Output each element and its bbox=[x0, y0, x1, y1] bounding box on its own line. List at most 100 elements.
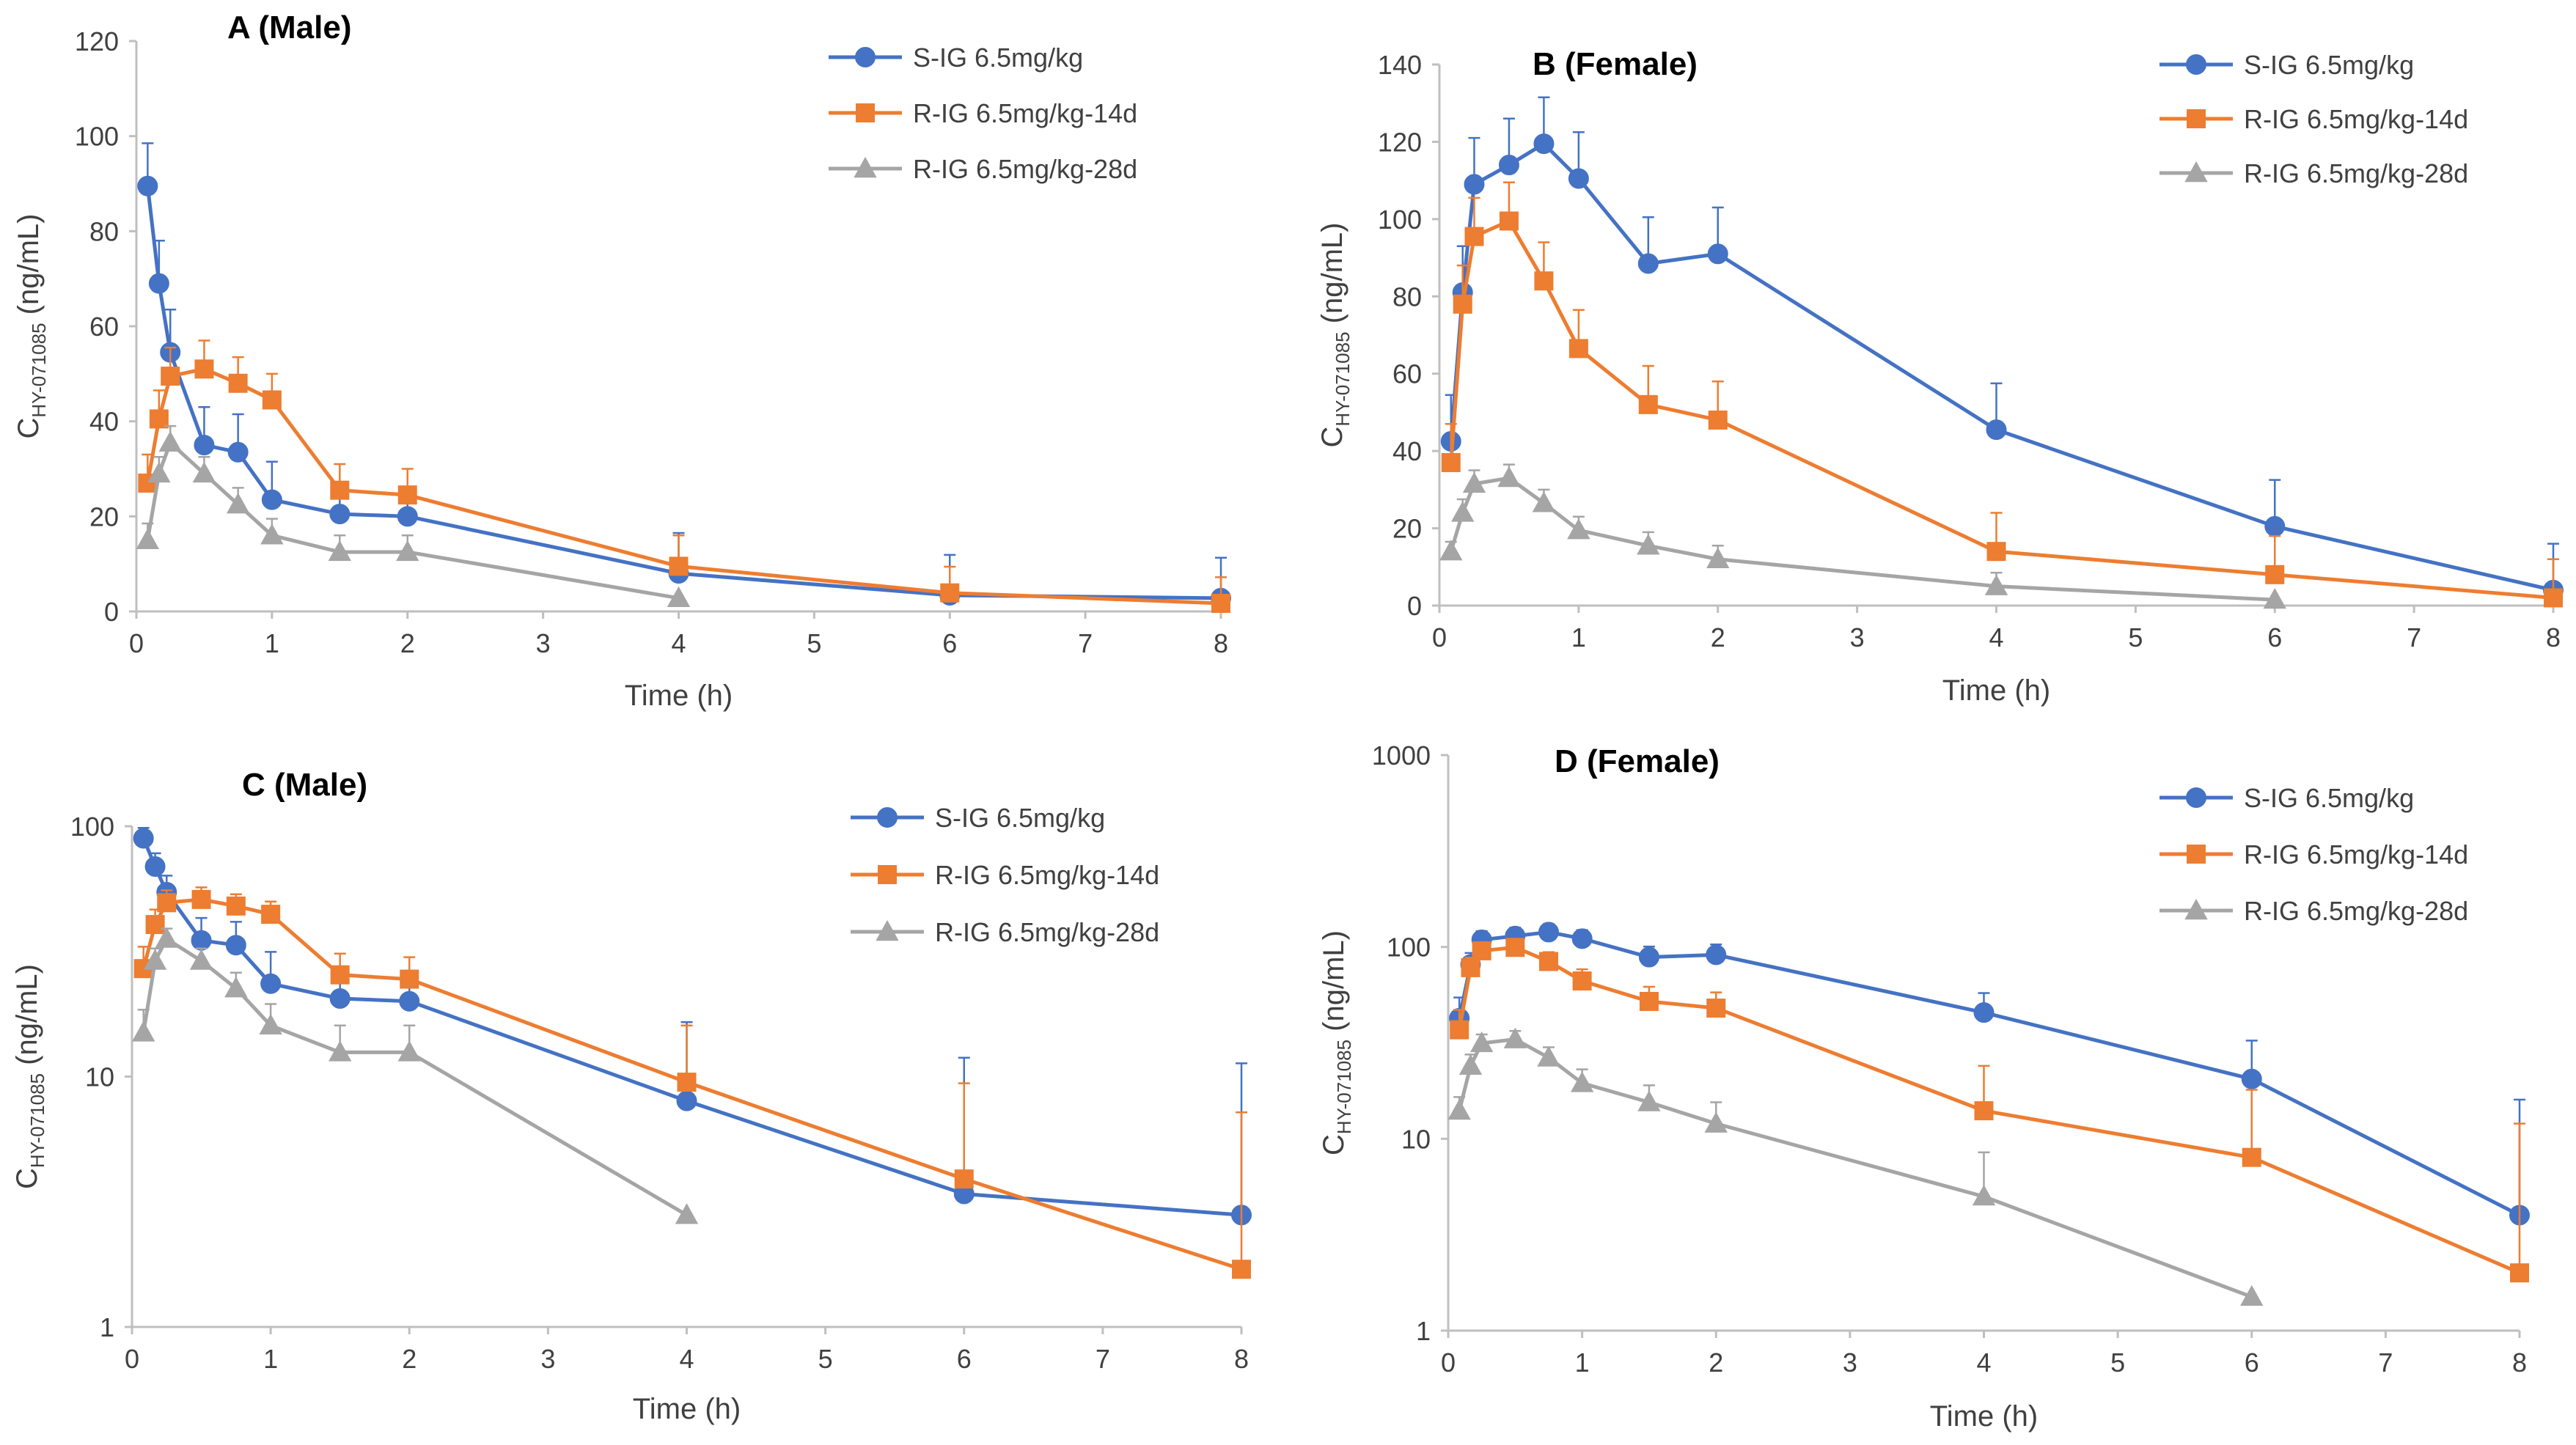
data-point bbox=[954, 1169, 974, 1189]
data-point bbox=[260, 973, 282, 994]
y-tick-label: 120 bbox=[1378, 127, 1422, 157]
data-point bbox=[2265, 565, 2285, 584]
y-axis-title-unit: (ng/mL) bbox=[1316, 223, 1348, 332]
data-point bbox=[2240, 1284, 2264, 1306]
legend-item: R-IG 6.5mg/kg-28d bbox=[851, 917, 1159, 947]
x-tick-label: 4 bbox=[679, 1344, 694, 1374]
y-tick-label: 80 bbox=[89, 216, 119, 246]
panel-a-chart: 0 20 40 60 80 100 120 0 1 2 3 4 5 6 7 8 Time (h) CHY-0710… bbox=[12, 10, 1231, 712]
x-tick-label: 0 bbox=[129, 628, 144, 658]
y-axis-title-subscript: HY-071085 bbox=[1332, 331, 1354, 426]
legend-label: R-IG 6.5mg/kg-28d bbox=[913, 154, 1137, 184]
legend-item: S-IG 6.5mg/kg bbox=[829, 43, 1083, 73]
data-point bbox=[1533, 133, 1555, 155]
legend-label: R-IG 6.5mg/kg-14d bbox=[913, 98, 1137, 128]
legend-swatch-marker bbox=[2187, 109, 2206, 128]
data-point bbox=[2264, 515, 2286, 537]
series-r_ig_14d bbox=[1441, 181, 2563, 608]
data-point bbox=[667, 586, 691, 608]
data-point bbox=[669, 556, 689, 576]
data-point bbox=[1570, 1071, 1594, 1092]
series-r_ig_14d bbox=[1450, 938, 2529, 1283]
data-point bbox=[131, 1021, 155, 1042]
data-point bbox=[1638, 946, 1659, 968]
data-point bbox=[1450, 1020, 1469, 1040]
legend-label: S-IG 6.5mg/kg bbox=[2244, 783, 2414, 813]
data-point bbox=[259, 1013, 282, 1034]
data-point bbox=[145, 915, 165, 935]
y-tick-label: 40 bbox=[1392, 436, 1422, 466]
data-point bbox=[224, 977, 248, 998]
data-point bbox=[1534, 271, 1554, 291]
data-point bbox=[1706, 547, 1730, 568]
y-tick-label: 1000 bbox=[1372, 740, 1431, 771]
x-tick-label: 3 bbox=[1850, 622, 1865, 652]
data-point bbox=[136, 528, 160, 549]
x-tick-label: 4 bbox=[1989, 622, 2003, 652]
x-tick-label: 8 bbox=[2546, 622, 2561, 652]
x-tick-label: 1 bbox=[1571, 622, 1586, 652]
y-axis-title-unit: (ng/mL) bbox=[1318, 930, 1350, 1040]
x-axis-title: Time (h) bbox=[1942, 674, 2050, 707]
series-line bbox=[1449, 476, 2275, 602]
data-point bbox=[1461, 957, 1480, 977]
data-point bbox=[1453, 294, 1472, 314]
data-point bbox=[328, 1040, 352, 1062]
data-point bbox=[1972, 1185, 1996, 1206]
y-axis-title-subscript: HY-071085 bbox=[28, 323, 50, 417]
y-axis-title-symbol: C bbox=[12, 418, 45, 439]
data-point bbox=[225, 935, 246, 956]
x-tick-label: 1 bbox=[263, 1344, 278, 1374]
y-tick-label: 140 bbox=[1378, 50, 1422, 80]
data-point bbox=[397, 1040, 421, 1062]
legend-label: R-IG 6.5mg/kg-28d bbox=[2244, 158, 2468, 188]
data-point bbox=[1439, 540, 1463, 561]
x-tick-label: 0 bbox=[125, 1344, 139, 1374]
legend-item: R-IG 6.5mg/kg-28d bbox=[2159, 158, 2468, 188]
series-r_ig_14d bbox=[138, 339, 1230, 613]
y-tick-label: 100 bbox=[1378, 205, 1422, 235]
x-tick-label: 3 bbox=[540, 1344, 555, 1374]
series-r_ig_28d bbox=[1447, 1027, 2264, 1306]
data-point bbox=[1464, 174, 1485, 195]
data-point bbox=[396, 540, 419, 562]
data-point bbox=[330, 480, 350, 500]
y-tick-label: 0 bbox=[104, 597, 119, 627]
x-tick-label: 4 bbox=[1976, 1347, 1991, 1378]
y-tick-label: 100 bbox=[70, 812, 114, 842]
x-axis-title: Time (h) bbox=[625, 680, 733, 712]
data-point bbox=[399, 990, 420, 1012]
data-point bbox=[157, 893, 177, 913]
x-tick-label: 2 bbox=[1709, 1347, 1723, 1378]
y-tick-label: 120 bbox=[75, 26, 119, 56]
data-point bbox=[137, 175, 158, 196]
legend-swatch-marker bbox=[2184, 161, 2208, 183]
y-axis-title-subscript: HY-071085 bbox=[26, 1073, 48, 1168]
legend-swatch-marker bbox=[2186, 787, 2206, 808]
data-point bbox=[1498, 155, 1519, 176]
legend-item: R-IG 6.5mg/kg-14d bbox=[829, 98, 1137, 128]
data-point bbox=[1637, 534, 1660, 555]
data-point bbox=[1211, 593, 1230, 613]
y-axis-title: CHY-071085 (ng/mL) bbox=[1316, 223, 1354, 448]
data-point bbox=[1458, 1054, 1483, 1076]
data-point bbox=[1973, 1002, 1995, 1023]
data-point bbox=[1639, 991, 1659, 1011]
data-point bbox=[675, 1203, 699, 1224]
data-point bbox=[1637, 253, 1659, 274]
legend-item: R-IG 6.5mg/kg-28d bbox=[2159, 896, 2468, 926]
data-point bbox=[1704, 1111, 1728, 1133]
data-point bbox=[227, 441, 249, 463]
data-point bbox=[1451, 501, 1475, 522]
legend-label: S-IG 6.5mg/kg bbox=[935, 803, 1105, 833]
y-axis-title-unit: (ng/mL) bbox=[11, 964, 43, 1073]
data-point bbox=[1572, 971, 1592, 991]
data-point bbox=[143, 949, 167, 970]
data-point bbox=[676, 1090, 697, 1111]
y-tick-label: 40 bbox=[89, 407, 119, 437]
data-point bbox=[1986, 419, 2007, 441]
x-tick-label: 2 bbox=[402, 1344, 417, 1374]
x-tick-label: 5 bbox=[2110, 1347, 2125, 1378]
panel-title: A (Male) bbox=[227, 10, 352, 45]
